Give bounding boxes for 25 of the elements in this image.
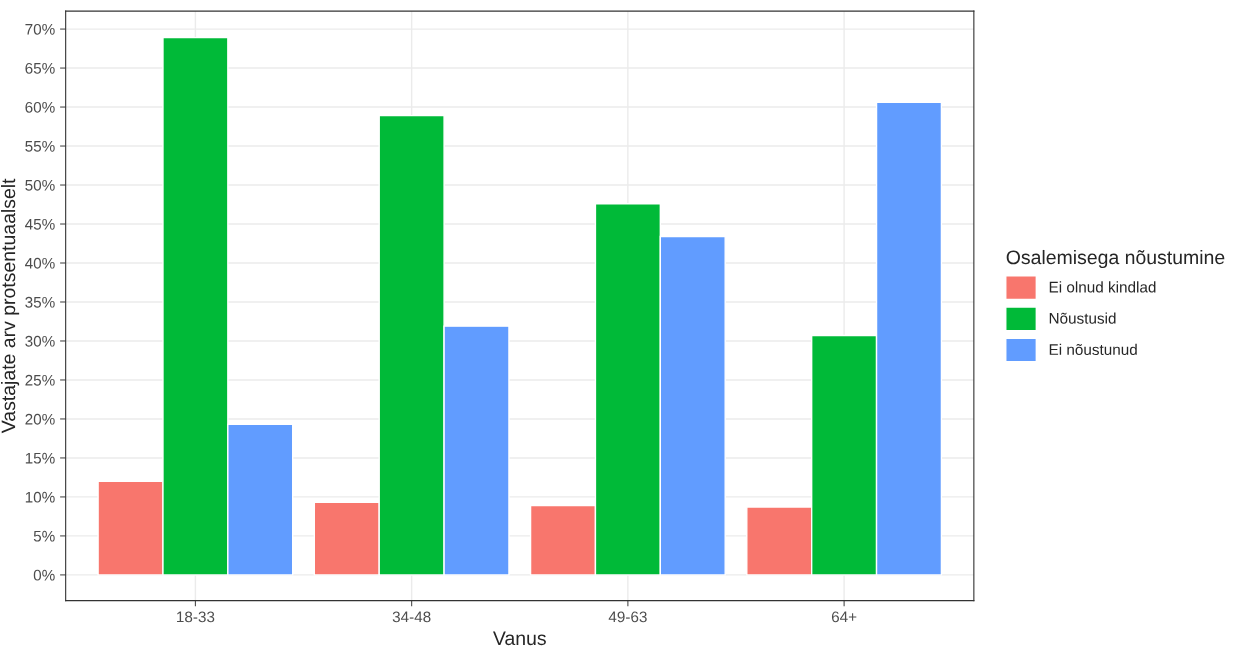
y-tick-label: 40% — [25, 257, 55, 269]
y-tick-label: 25% — [25, 374, 55, 386]
y-tick-label: 65% — [25, 62, 55, 74]
legend-title: Osalemisega nõustumine — [1006, 249, 1225, 269]
legend-label: Nõustusid — [1049, 312, 1116, 324]
y-tick-label: 45% — [25, 218, 55, 230]
x-tick-label: 18-33 — [177, 611, 215, 623]
legend-label: Ei nõustunud — [1049, 343, 1137, 356]
y-axis-title: Vastajate arv protsentuaalselt — [0, 178, 20, 434]
y-tick-label: 60% — [25, 101, 55, 113]
y-tick-label: 35% — [25, 296, 55, 308]
y-tick-label: 50% — [25, 179, 55, 191]
x-tick-label: 34-48 — [392, 611, 431, 623]
y-tick-label: 15% — [25, 452, 55, 464]
x-tick-label: 49-63 — [608, 611, 647, 623]
y-tick-label: 70% — [25, 23, 55, 35]
y-tick-label: 20% — [25, 413, 55, 425]
x-tick-label: 64+ — [831, 611, 857, 623]
x-axis-title: Vanus — [493, 631, 546, 646]
y-tick-label: 55% — [25, 140, 55, 152]
legend-label: Ei olnud kindlad — [1049, 281, 1156, 293]
y-tick-label: 0% — [33, 569, 55, 581]
y-tick-label: 10% — [25, 491, 55, 503]
y-tick-label: 30% — [25, 335, 55, 347]
y-tick-label: 5% — [33, 530, 55, 542]
